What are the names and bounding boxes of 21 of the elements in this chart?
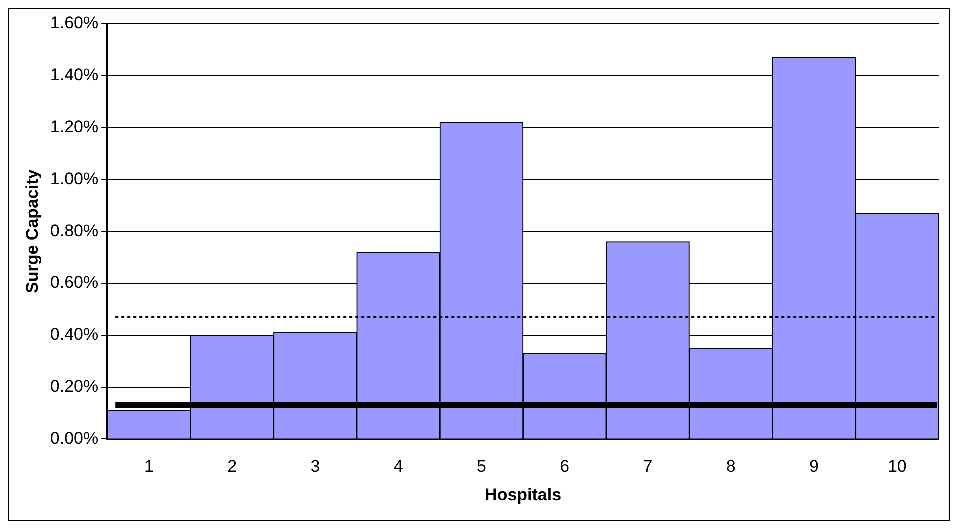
x-tick-label: 8: [726, 457, 736, 476]
y-tick-label: 1.60%: [50, 14, 99, 33]
y-tick-label: 0.40%: [50, 325, 99, 344]
x-tick-label: 6: [560, 457, 570, 476]
x-axis-title: Hospitals: [485, 485, 562, 504]
x-tick-label: 5: [476, 457, 486, 476]
y-axis-title: Surge Capacity: [22, 169, 42, 294]
x-tick-label: 10: [888, 457, 907, 476]
y-tick-label: 1.40%: [50, 66, 99, 85]
y-tick-label: 0.20%: [50, 376, 99, 396]
x-tick-label: 9: [810, 457, 820, 476]
y-tick-label: 1.20%: [50, 117, 99, 136]
x-tick-label: 1: [144, 457, 154, 476]
y-tick-label: 0.60%: [50, 273, 99, 292]
x-tick-label: 2: [228, 457, 238, 476]
y-tick-label: 0.80%: [50, 221, 99, 240]
y-tick-label: 0.00%: [50, 428, 99, 448]
x-tick-label: 3: [310, 457, 320, 476]
x-tick-label: 4: [394, 457, 404, 476]
x-tick-label: 7: [643, 457, 653, 476]
y-tick-label: 1.00%: [50, 169, 99, 188]
